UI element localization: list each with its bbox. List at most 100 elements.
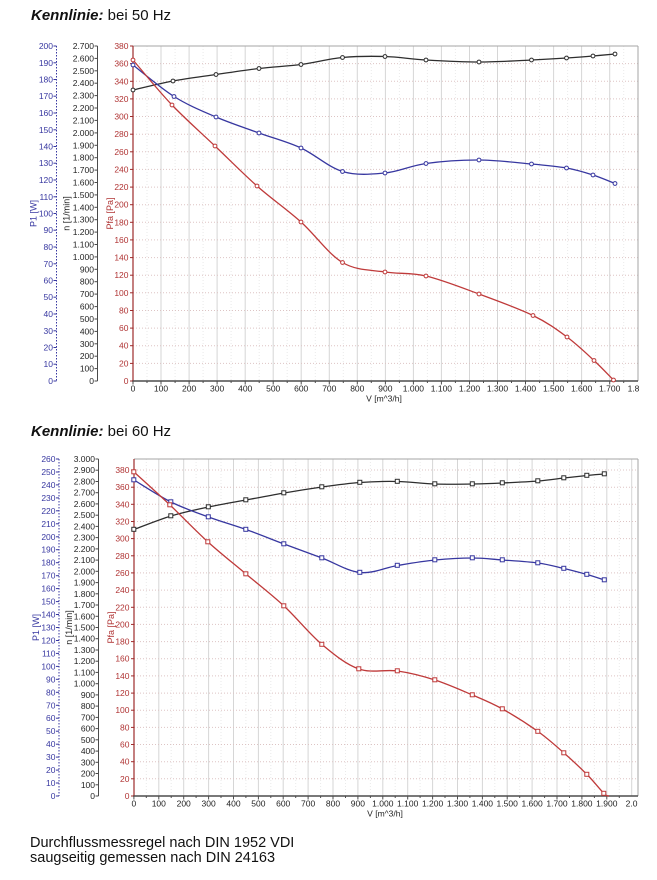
svg-text:700: 700 [80, 289, 94, 299]
svg-text:260: 260 [41, 454, 55, 464]
svg-text:180: 180 [114, 217, 128, 227]
svg-text:2.300: 2.300 [73, 91, 95, 101]
svg-text:160: 160 [39, 108, 53, 118]
svg-text:700: 700 [322, 384, 336, 394]
svg-text:1.600: 1.600 [74, 611, 96, 621]
svg-text:2.0: 2.0 [626, 799, 638, 809]
svg-text:1.600: 1.600 [521, 799, 543, 809]
svg-text:10: 10 [46, 778, 56, 788]
svg-text:1.200: 1.200 [422, 799, 444, 809]
svg-text:360: 360 [115, 482, 129, 492]
svg-text:280: 280 [115, 551, 129, 561]
svg-text:100: 100 [80, 364, 94, 374]
svg-text:2.600: 2.600 [73, 53, 95, 63]
svg-text:60: 60 [120, 740, 130, 750]
svg-text:0: 0 [131, 384, 136, 394]
svg-text:150: 150 [41, 597, 55, 607]
svg-text:110: 110 [39, 192, 53, 202]
svg-text:1.700: 1.700 [74, 600, 96, 610]
svg-text:300: 300 [202, 799, 216, 809]
svg-text:140: 140 [114, 253, 128, 263]
svg-text:180: 180 [41, 558, 55, 568]
svg-text:1.200: 1.200 [73, 227, 95, 237]
svg-text:0: 0 [89, 376, 94, 386]
svg-text:400: 400 [226, 799, 240, 809]
svg-text:900: 900 [351, 799, 365, 809]
svg-text:140: 140 [39, 142, 53, 152]
svg-text:400: 400 [80, 326, 94, 336]
svg-text:1.400: 1.400 [74, 634, 96, 644]
svg-text:80: 80 [46, 687, 56, 697]
svg-text:120: 120 [39, 175, 53, 185]
svg-text:900: 900 [81, 690, 95, 700]
svg-text:60: 60 [119, 323, 129, 333]
svg-text:340: 340 [114, 76, 128, 86]
svg-text:200: 200 [177, 799, 191, 809]
svg-text:2.800: 2.800 [74, 477, 96, 487]
svg-text:1.400: 1.400 [515, 384, 537, 394]
svg-text:2.700: 2.700 [74, 488, 96, 498]
svg-text:150: 150 [39, 125, 53, 135]
svg-text:300: 300 [114, 112, 128, 122]
svg-text:40: 40 [46, 739, 56, 749]
svg-text:10: 10 [44, 359, 54, 369]
svg-text:100: 100 [81, 780, 95, 790]
svg-text:1.700: 1.700 [546, 799, 568, 809]
svg-text:Pfa [Pa]: Pfa [Pa] [105, 197, 115, 229]
svg-text:110: 110 [42, 648, 56, 658]
svg-text:1.000: 1.000 [403, 384, 425, 394]
svg-text:1.300: 1.300 [447, 799, 469, 809]
svg-text:2.500: 2.500 [74, 510, 96, 520]
svg-text:0: 0 [51, 791, 56, 801]
svg-text:30: 30 [44, 326, 54, 336]
svg-text:130: 130 [39, 158, 53, 168]
svg-text:220: 220 [115, 602, 129, 612]
svg-text:0: 0 [124, 376, 129, 386]
svg-text:1.300: 1.300 [74, 645, 96, 655]
svg-text:700: 700 [301, 799, 315, 809]
svg-text:20: 20 [46, 765, 56, 775]
svg-text:2.200: 2.200 [74, 544, 96, 554]
svg-text:1.700: 1.700 [599, 384, 621, 394]
svg-text:500: 500 [80, 314, 94, 324]
svg-text:2.900: 2.900 [74, 465, 96, 475]
svg-text:200: 200 [41, 532, 55, 542]
svg-text:50: 50 [44, 292, 54, 302]
svg-text:600: 600 [276, 799, 290, 809]
svg-text:1.700: 1.700 [73, 165, 95, 175]
svg-text:200: 200 [114, 200, 128, 210]
svg-text:500: 500 [266, 384, 280, 394]
svg-text:80: 80 [120, 722, 130, 732]
svg-text:30: 30 [46, 752, 56, 762]
svg-text:170: 170 [41, 571, 55, 581]
svg-text:300: 300 [80, 339, 94, 349]
svg-text:900: 900 [80, 264, 94, 274]
svg-text:1.500: 1.500 [74, 623, 96, 633]
svg-text:800: 800 [81, 701, 95, 711]
svg-text:3.000: 3.000 [74, 454, 96, 464]
svg-text:500: 500 [251, 799, 265, 809]
svg-text:280: 280 [114, 129, 128, 139]
svg-text:40: 40 [119, 341, 129, 351]
svg-text:700: 700 [81, 712, 95, 722]
svg-text:n [1/min]: n [1/min] [62, 196, 72, 231]
svg-text:160: 160 [115, 654, 129, 664]
svg-text:1.000: 1.000 [74, 679, 96, 689]
svg-text:140: 140 [41, 610, 55, 620]
svg-text:100: 100 [114, 288, 128, 298]
svg-text:100: 100 [152, 799, 166, 809]
svg-text:230: 230 [41, 493, 55, 503]
svg-text:210: 210 [41, 519, 55, 529]
svg-text:170: 170 [39, 91, 53, 101]
svg-text:90: 90 [46, 674, 56, 684]
svg-text:2.000: 2.000 [73, 128, 95, 138]
svg-text:P1 [W]: P1 [W] [29, 200, 39, 227]
svg-text:80: 80 [44, 242, 54, 252]
svg-text:1.200: 1.200 [459, 384, 481, 394]
svg-text:2.200: 2.200 [73, 103, 95, 113]
svg-text:220: 220 [41, 506, 55, 516]
svg-text:240: 240 [115, 585, 129, 595]
svg-text:1.800: 1.800 [74, 589, 96, 599]
svg-text:190: 190 [41, 545, 55, 555]
svg-text:20: 20 [119, 358, 129, 368]
